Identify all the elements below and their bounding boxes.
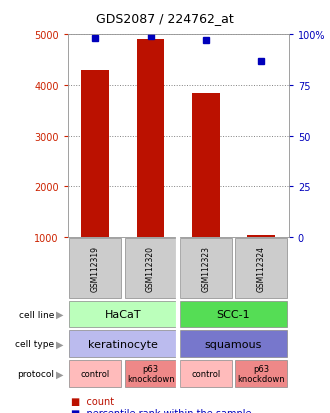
Text: cell type: cell type <box>15 339 54 349</box>
Bar <box>69 239 121 298</box>
Bar <box>180 239 232 298</box>
Text: ▶: ▶ <box>56 339 63 349</box>
Bar <box>69 361 121 387</box>
Text: p63
knockdown: p63 knockdown <box>237 364 285 383</box>
Bar <box>247 235 275 237</box>
Text: GSM112319: GSM112319 <box>91 245 100 292</box>
Text: p63
knockdown: p63 knockdown <box>127 364 174 383</box>
Bar <box>235 239 287 298</box>
Bar <box>69 301 177 328</box>
Bar <box>82 71 109 237</box>
Bar <box>180 331 287 357</box>
Text: keratinocyte: keratinocyte <box>88 339 158 349</box>
Text: ■  percentile rank within the sample: ■ percentile rank within the sample <box>71 408 251 413</box>
Text: HaCaT: HaCaT <box>105 309 141 319</box>
Bar <box>180 301 287 328</box>
Text: control: control <box>191 369 220 378</box>
Bar <box>125 239 177 298</box>
Bar <box>192 93 220 237</box>
Bar <box>235 361 287 387</box>
Text: SCC-1: SCC-1 <box>217 309 250 319</box>
Text: ▶: ▶ <box>56 369 63 379</box>
Bar <box>180 361 232 387</box>
Text: GDS2087 / 224762_at: GDS2087 / 224762_at <box>96 12 234 25</box>
Text: ■  count: ■ count <box>71 396 114 406</box>
Bar <box>137 40 164 237</box>
Text: GSM112324: GSM112324 <box>257 245 266 292</box>
Text: control: control <box>81 369 110 378</box>
Text: ▶: ▶ <box>56 309 63 319</box>
Text: GSM112323: GSM112323 <box>201 245 210 292</box>
Text: cell line: cell line <box>19 310 54 319</box>
Text: protocol: protocol <box>17 369 54 378</box>
Text: GSM112320: GSM112320 <box>146 245 155 292</box>
Bar <box>125 361 177 387</box>
Bar <box>69 331 177 357</box>
Text: squamous: squamous <box>205 339 262 349</box>
